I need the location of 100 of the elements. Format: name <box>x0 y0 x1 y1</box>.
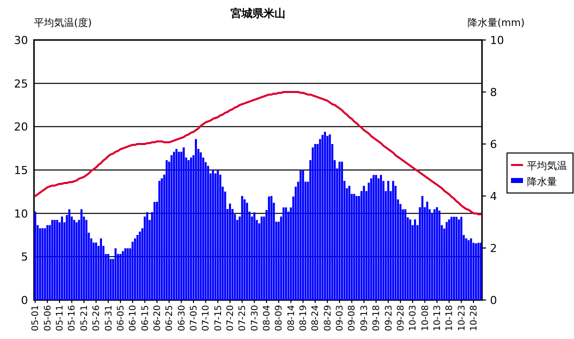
x-tick-label: 10-28 <box>469 304 480 332</box>
x-tick-label: 06-10 <box>128 304 139 332</box>
x-tick-label: 05-31 <box>104 305 114 332</box>
bar <box>370 178 372 300</box>
bar <box>458 219 460 300</box>
bar <box>119 254 122 300</box>
x-tick-label: 10-23 <box>457 305 468 332</box>
y-tick-label: 10 <box>14 207 28 220</box>
bar <box>107 254 110 300</box>
bar <box>414 219 416 300</box>
bar <box>387 180 390 300</box>
bar <box>138 232 141 300</box>
bar <box>287 212 290 300</box>
bar <box>80 209 82 300</box>
bar <box>246 202 248 300</box>
bar <box>470 238 472 300</box>
bar <box>282 207 285 300</box>
x-tick-label: 08-29 <box>323 304 334 332</box>
bar <box>356 196 358 300</box>
bar <box>166 160 168 300</box>
y2-tick-label: 6 <box>490 138 497 151</box>
x-tick-label: 05-16 <box>68 304 78 332</box>
bar <box>34 212 36 300</box>
bar <box>216 170 219 300</box>
bar <box>92 242 95 300</box>
bar <box>340 162 344 300</box>
chart-title: 宮城県米山 <box>230 7 286 20</box>
x-tick-label: 09-08 <box>348 304 358 332</box>
bar <box>421 196 424 300</box>
x-tick-label: 05-11 <box>56 305 66 332</box>
bar <box>404 209 406 300</box>
bar <box>172 152 176 300</box>
x-tick-label: 06-15 <box>140 305 151 332</box>
bar <box>214 173 216 300</box>
bar <box>380 174 382 300</box>
bar <box>326 136 328 300</box>
x-tick-label: 05-01 <box>31 305 42 332</box>
legend-label: 平均気温 <box>527 160 567 172</box>
x-tick-label: 06-30 <box>177 304 188 332</box>
bar <box>170 155 173 300</box>
bar <box>348 186 350 300</box>
bar <box>368 182 370 300</box>
x-tick-label: 09-13 <box>360 305 370 332</box>
bar <box>436 207 438 300</box>
bar <box>241 196 244 300</box>
bar <box>39 228 42 300</box>
x-tick-label: 07-15 <box>214 305 224 332</box>
bar <box>392 180 394 300</box>
bar <box>182 147 185 300</box>
bar <box>362 186 365 300</box>
x-tick-label: 10-13 <box>432 305 443 332</box>
bar <box>132 242 134 300</box>
bar <box>338 162 341 300</box>
bar <box>207 166 210 300</box>
x-tick-label: 08-19 <box>299 304 310 332</box>
bar <box>188 160 190 300</box>
bar <box>434 209 436 300</box>
bar <box>378 178 380 300</box>
bar <box>448 219 450 300</box>
bar <box>284 207 288 300</box>
x-tick-label: 05-21 <box>80 305 90 332</box>
bar <box>244 199 246 300</box>
bar <box>146 212 148 300</box>
bar <box>228 204 232 300</box>
y2-axis-title: 降水量(mm) <box>467 17 525 29</box>
bar <box>375 174 378 300</box>
bar <box>68 209 70 300</box>
bar <box>468 240 470 300</box>
legend-label: 降水量 <box>527 176 557 188</box>
bar <box>438 210 440 300</box>
bar <box>175 148 178 300</box>
bar <box>126 248 129 300</box>
bar <box>302 170 304 300</box>
bar <box>100 238 102 300</box>
bar <box>300 170 302 300</box>
bar <box>51 220 54 300</box>
bar <box>46 225 48 300</box>
x-tick-label: 09-23 <box>384 305 394 332</box>
x-tick-label: 07-30 <box>250 304 260 332</box>
bar <box>426 202 428 300</box>
bar <box>260 216 263 300</box>
bar <box>322 134 324 300</box>
bar <box>353 194 356 300</box>
bar <box>253 212 256 300</box>
line-series <box>34 91 482 216</box>
bar <box>85 220 88 300</box>
y-tick-label: 30 <box>14 34 28 47</box>
bar <box>474 243 477 300</box>
bar <box>122 251 124 300</box>
bar <box>42 228 44 300</box>
bar <box>472 242 474 300</box>
bar <box>73 220 76 300</box>
bar <box>480 242 482 300</box>
bar <box>450 216 453 300</box>
bar <box>160 178 163 300</box>
bar <box>76 222 78 300</box>
y2-tick-label: 10 <box>490 34 504 47</box>
x-tick-label: 07-05 <box>189 305 200 332</box>
x-tick-label: 09-28 <box>396 304 406 332</box>
x-tick-label: 10-03 <box>408 305 419 332</box>
